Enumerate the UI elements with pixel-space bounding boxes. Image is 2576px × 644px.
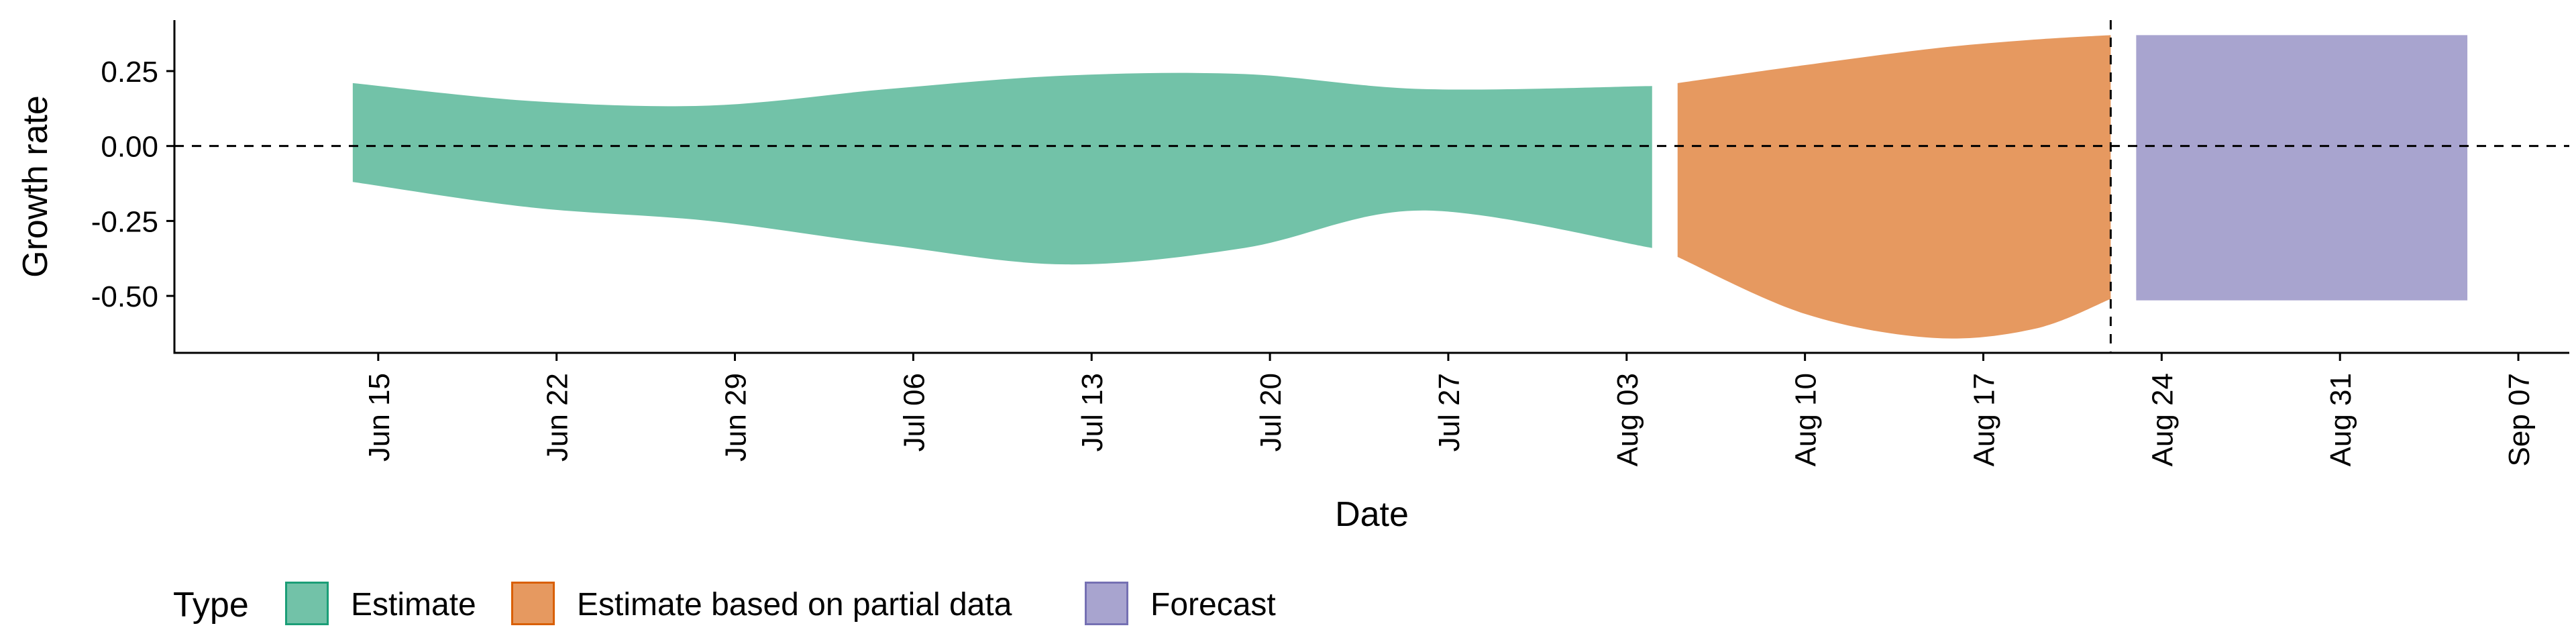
x-tick-label: Aug 31 [2324, 373, 2357, 466]
x-tick-label: Jul 13 [1076, 373, 1109, 451]
reference-lines [174, 20, 2569, 353]
band-2 [1677, 35, 2111, 339]
y-tick-label: 0.00 [101, 131, 158, 164]
x-tick-label: Sep 07 [2503, 373, 2536, 466]
x-tick-label: Aug 03 [1611, 373, 1644, 466]
x-tick-label: Jul 27 [1433, 373, 1466, 451]
legend-title: Type [173, 586, 249, 625]
x-tick-label: Jun 29 [720, 373, 753, 462]
y-tick-label: 0.25 [101, 56, 158, 89]
legend-label: Estimate [351, 587, 476, 623]
axes [173, 20, 2569, 354]
legend-swatch [285, 582, 329, 625]
y-tick-label: -0.50 [91, 280, 158, 313]
y-ticks: 0.25 0.00 -0.25 -0.50 [91, 56, 174, 313]
x-ticks: Jun 15 Jun 22 Jun 29 Jul 06 Jul 13 Jul 20 Jul … [363, 353, 2536, 466]
legend-swatch [511, 582, 555, 625]
y-tick-label: -0.25 [91, 205, 158, 238]
x-tick-label: Jul 06 [898, 373, 930, 451]
band-1 [352, 72, 1652, 265]
x-tick-label: Jun 15 [363, 373, 396, 462]
x-tick-label: Aug 17 [1968, 373, 2000, 466]
y-axis-label: Growth rate [16, 95, 55, 278]
x-tick-label: Aug 24 [2146, 373, 2179, 466]
x-tick-label: Aug 10 [1790, 373, 1823, 466]
x-axis-label: Date [1335, 495, 1409, 534]
legend-swatch [1085, 582, 1128, 625]
series-bands [352, 35, 2468, 339]
x-tick-label: Jun 22 [541, 373, 574, 462]
band-3 [2136, 35, 2468, 301]
legend-label: Forecast [1150, 587, 1276, 623]
x-tick-label: Jul 20 [1254, 373, 1287, 451]
legend-label: Estimate based on partial data [577, 587, 1012, 623]
legend: Type Estimate Estimate based on partial d… [173, 582, 1276, 625]
